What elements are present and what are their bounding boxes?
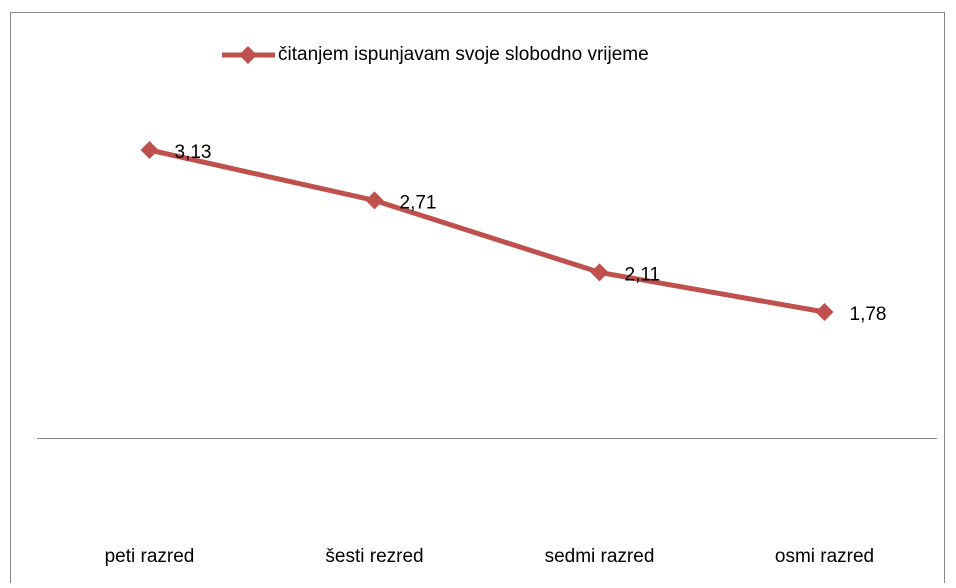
data-label: 2,11 (625, 264, 661, 285)
legend-label: čitanjem ispunjavam svoje slobodno vrije… (278, 44, 649, 65)
chart-border (10, 12, 945, 588)
x-tick-label: šesti rezred (325, 546, 423, 567)
legend-marker (239, 46, 257, 64)
point-marker (815, 303, 834, 321)
data-label: 1,78 (850, 304, 887, 325)
data-label: 3,13 (175, 142, 212, 163)
point-marker (590, 263, 609, 282)
x-tick-label: sedmi razred (545, 546, 655, 567)
series-line (148, 147, 825, 315)
x-tick-label: peti razred (105, 546, 195, 567)
data-label: 2,71 (400, 192, 437, 213)
point-marker (365, 191, 384, 210)
x-tick-label: osmi razred (775, 546, 874, 567)
point-marker (140, 141, 159, 159)
